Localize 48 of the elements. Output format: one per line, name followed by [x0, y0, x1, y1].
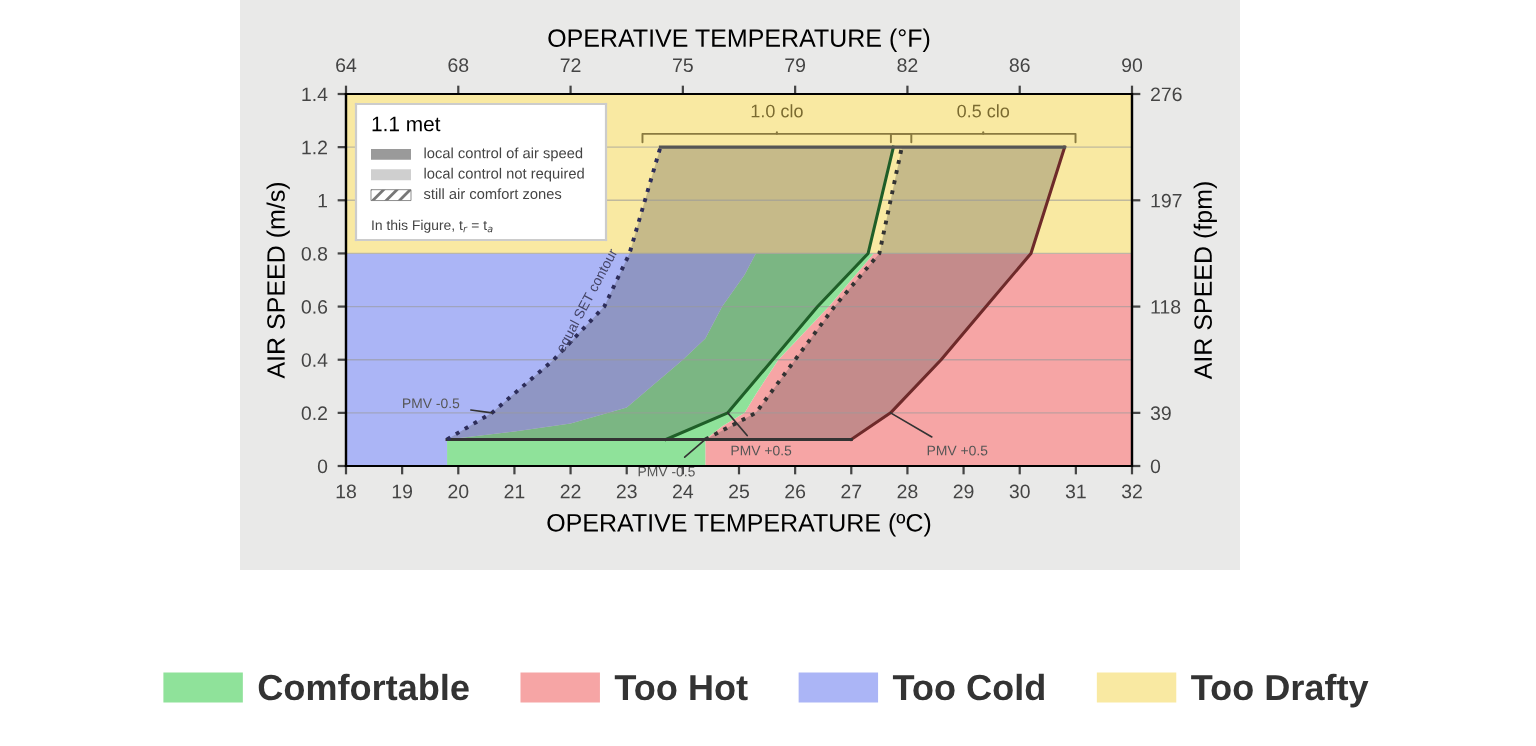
- y-tick-label: 0: [317, 459, 328, 474]
- y2-tick-label: 118: [1151, 300, 1181, 314]
- y2-tick-label: 0: [1150, 459, 1161, 474]
- x-tick-label: 22: [560, 484, 581, 499]
- legend-label: Comfortable: [258, 673, 469, 701]
- legend-label: Too Hot: [614, 675, 748, 701]
- x-tick-label: 21: [504, 484, 525, 499]
- x-tick-label: 28: [897, 484, 918, 499]
- x2-tick-label: 64: [336, 58, 357, 73]
- y-tick-label: 0.2: [301, 406, 327, 421]
- x2-tick-label: 68: [448, 58, 469, 73]
- y2-axis-title: AIR SPEED (fpm): [1193, 182, 1217, 380]
- x2-tick-label: 75: [673, 58, 693, 73]
- x-tick-label: 27: [841, 484, 862, 499]
- line-series: [664, 145, 895, 441]
- x-tick-label: 20: [448, 484, 469, 499]
- legend-label: Too Cold: [892, 673, 1044, 701]
- x2-tick-label: 72: [560, 58, 581, 72]
- x-tick-label: 31: [1065, 484, 1086, 499]
- x-tick-label: 30: [1009, 484, 1030, 499]
- x2-tick-label: 82: [897, 58, 918, 73]
- y2-tick-label: 197: [1151, 193, 1182, 208]
- y-tick-label: 0.6: [301, 300, 328, 314]
- x-tick-label: 26: [785, 484, 806, 499]
- x-tick-label: 18: [336, 484, 356, 499]
- y-tick-label: 1.4: [302, 87, 328, 102]
- legend-label: Too Drafty: [1191, 673, 1369, 708]
- x-tick-label: 25: [729, 484, 749, 499]
- annotation: 0.5 clo: [957, 104, 1010, 118]
- annotation: 1.0 clo: [751, 104, 803, 118]
- y-axis-title: AIR SPEED (m/s): [266, 182, 290, 379]
- x2-tick-label: 86: [1009, 58, 1030, 73]
- y-tick-label: 0.8: [301, 246, 328, 261]
- x-axis-title: OPERATIVE TEMPERATURE (ºC): [547, 513, 931, 537]
- x2-tick-label: 79: [785, 58, 806, 73]
- y-tick-label: 0.4: [301, 353, 328, 367]
- line-series: [849, 145, 1067, 441]
- x2-axis-title: OPERATIVE TEMPERATURE (°F): [548, 28, 930, 52]
- x-tick-label: 24: [673, 484, 694, 499]
- x-tick-label: 19: [392, 484, 413, 499]
- x-tick-label: 29: [953, 484, 974, 499]
- x-tick-label: 23: [616, 484, 637, 499]
- x-tick-label: 32: [1121, 484, 1142, 499]
- x2-tick-label: 90: [1122, 58, 1143, 73]
- y-tick-label: 1.2: [302, 140, 327, 155]
- y2-tick-label: 39: [1150, 406, 1171, 421]
- y-tick-label: 1: [318, 193, 327, 208]
- y2-tick-label: 276: [1151, 87, 1182, 102]
